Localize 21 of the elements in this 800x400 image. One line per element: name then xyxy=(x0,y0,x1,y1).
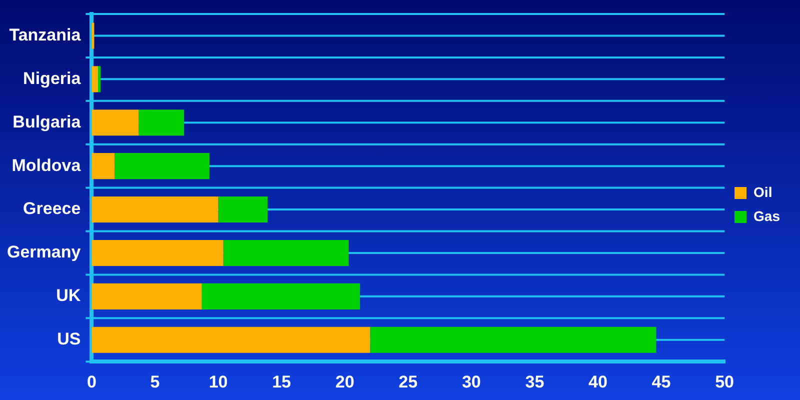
y-tick-label: Nigeria xyxy=(23,68,82,88)
y-tick-label: Greece xyxy=(23,199,81,218)
y-tick-label: Bulgaria xyxy=(12,112,82,132)
x-tick-label: 25 xyxy=(398,372,418,392)
legend-label: Gas xyxy=(754,208,780,224)
x-tick-label: 0 xyxy=(86,372,96,392)
y-tick-label: UK xyxy=(56,286,82,306)
x-tick-label: 10 xyxy=(208,372,228,392)
y-tick-label: Moldova xyxy=(12,156,82,175)
x-tick-label: 15 xyxy=(272,372,292,392)
y-tick-label: Germany xyxy=(7,242,82,262)
y-tick-label: Tanzania xyxy=(9,25,82,44)
x-tick-label: 35 xyxy=(525,372,544,392)
x-tick-label: 45 xyxy=(652,372,671,392)
x-tick-label: 50 xyxy=(715,372,734,392)
x-tick-label: 30 xyxy=(462,372,481,392)
x-tick-label: 5 xyxy=(150,372,160,392)
legend-label: Oil xyxy=(754,184,772,200)
x-tick-label: 40 xyxy=(588,372,608,392)
y-tick-label: US xyxy=(57,330,81,349)
x-tick-label: 20 xyxy=(335,372,354,392)
